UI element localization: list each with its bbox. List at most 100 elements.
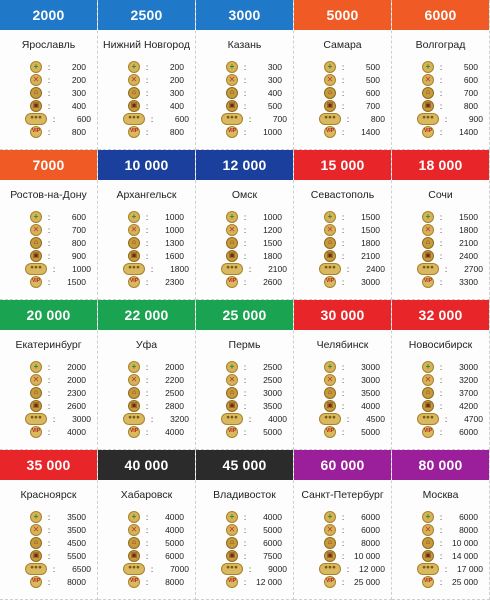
plus-icon: + bbox=[422, 210, 434, 223]
property-card[interactable]: 22 000 Уфа +:2000 ✕:2200 ⌂:2500 ▣:2800 ●●●:320… bbox=[98, 300, 196, 450]
property-card[interactable]: 3000 Казань +:300 ✕:300 ⌂:400 ▣:500 ●●●:700 VIP… bbox=[196, 0, 294, 150]
property-card[interactable]: 12 000 Омск +:1000 ✕:1200 ⌂:1500 ▣:1800 ●●●:21… bbox=[196, 150, 294, 300]
rent-value: 2100 bbox=[268, 263, 287, 274]
plus-icon: + bbox=[422, 510, 434, 523]
rent-value: 2700 bbox=[464, 263, 483, 274]
rent-value: 12 000 bbox=[359, 563, 385, 574]
rent-row: ✕: 1500 bbox=[294, 223, 391, 236]
property-card[interactable]: 7000 Ростов-на-Дону +:600 ✕:700 ⌂:800 ▣:900 ●●… bbox=[0, 150, 98, 300]
rent-value: 1200 bbox=[263, 224, 282, 235]
rent-row: ●●●: 700 bbox=[196, 112, 293, 125]
rent-colon: : bbox=[145, 87, 149, 98]
rent-row: +: 200 bbox=[98, 60, 195, 73]
rent-row: ▣: 500 bbox=[196, 99, 293, 112]
rent-value: 3500 bbox=[361, 387, 380, 398]
rent-row: VIP: 2600 bbox=[196, 275, 293, 288]
rent-value: 3000 bbox=[361, 361, 380, 372]
house-icon: ⌂ bbox=[226, 236, 238, 249]
rent-colon: : bbox=[145, 400, 149, 411]
property-card[interactable]: 2500 Нижний Новгород +:200 ✕:200 ⌂:300 ▣:400 ●… bbox=[98, 0, 196, 150]
property-card[interactable]: 20 000 Екатеринбург +:2000 ✕:2000 ⌂:2300 ▣:26… bbox=[0, 300, 98, 450]
rent-colon: : bbox=[243, 87, 247, 98]
rent-value: 2400 bbox=[459, 250, 478, 261]
price-band: 60 000 bbox=[294, 450, 391, 480]
rent-value: 4000 bbox=[268, 413, 287, 424]
rent-row: ▣: 5500 bbox=[0, 549, 97, 562]
cross-icon: ✕ bbox=[226, 223, 238, 236]
coins-icon: ●●● bbox=[319, 562, 341, 575]
rent-value: 900 bbox=[468, 113, 483, 124]
rent-colon: : bbox=[47, 576, 51, 587]
plus-icon: + bbox=[30, 510, 42, 523]
rent-row: VIP: 1400 bbox=[294, 125, 391, 138]
cross-icon: ✕ bbox=[324, 523, 336, 536]
coins-icon: ●●● bbox=[25, 262, 47, 275]
city-name: Екатеринбург bbox=[15, 339, 82, 351]
rent-value: 400 bbox=[267, 87, 282, 98]
rent-row: ✕: 5000 bbox=[196, 523, 293, 536]
vip-icon: VIP bbox=[128, 575, 140, 588]
property-card[interactable]: 5000 Самара +:500 ✕:500 ⌂:600 ▣:700 ●●●:800 VIP… bbox=[294, 0, 392, 150]
property-card[interactable]: 15 000 Севастополь +:1500 ✕:1500 ⌂:1800 ▣:210… bbox=[294, 150, 392, 300]
rent-value: 1500 bbox=[361, 211, 380, 222]
rent-colon: : bbox=[341, 524, 345, 535]
rent-row: ▣: 4200 bbox=[392, 399, 489, 412]
rent-value: 2800 bbox=[165, 400, 184, 411]
rent-list: +:6000 ✕:8000 ⌂:10 000 ▣:14 000 ●●●:17 000 VI… bbox=[392, 510, 489, 588]
rent-colon: : bbox=[439, 374, 443, 385]
rent-colon: : bbox=[145, 426, 149, 437]
rent-colon: : bbox=[346, 563, 350, 574]
property-card[interactable]: 32 000 Новосибирск +:3000 ✕:3200 ⌂:3700 ▣:420… bbox=[392, 300, 490, 450]
rent-row: ●●●: 6500 bbox=[0, 562, 97, 575]
property-card[interactable]: 45 000 Владивосток +:4000 ✕:5000 ⌂:6000 ▣:750… bbox=[196, 450, 294, 600]
city-name: Самара bbox=[323, 39, 362, 51]
price-band: 15 000 bbox=[294, 150, 391, 180]
rent-colon: : bbox=[341, 211, 345, 222]
property-card[interactable]: 60 000 Санкт-Петербург +:6000 ✕:6000 ⌂:8000 ▣… bbox=[294, 450, 392, 600]
property-card[interactable]: 30 000 Челябинск +:3000 ✕:3000 ⌂:3500 ▣:4000 ●… bbox=[294, 300, 392, 450]
rent-value: 3700 bbox=[459, 387, 478, 398]
rent-colon: : bbox=[439, 524, 443, 535]
rent-list: +:500 ✕:600 ⌂:700 ▣:800 ●●●:900 VIP:1400 bbox=[392, 60, 489, 138]
property-card[interactable]: 6000 Волгоград +: 500 ✕: 600 ⌂: 700 ▣: 800 ●●●: 900… bbox=[392, 0, 490, 150]
property-card[interactable]: 80 000 Москва +:6000 ✕:8000 ⌂:10 000 ▣:14 000… bbox=[392, 450, 490, 600]
rent-row: +: 500 bbox=[294, 60, 391, 73]
rent-colon: : bbox=[248, 413, 252, 424]
rent-colon: : bbox=[341, 576, 345, 587]
price-band: 40 000 bbox=[98, 450, 195, 480]
coins-icon: ●●● bbox=[25, 112, 47, 125]
cross-icon: ✕ bbox=[226, 523, 238, 536]
rent-value: 500 bbox=[267, 100, 282, 111]
property-card[interactable]: 35 000 Красноярск +:3500 ✕:3500 ⌂:4500 ▣:5500… bbox=[0, 450, 98, 600]
vip-icon: VIP bbox=[30, 425, 42, 438]
property-card[interactable]: 10 000 Архангельск +:1000 ✕:1000 ⌂:1300 ▣:160… bbox=[98, 150, 196, 300]
hotel-icon: ▣ bbox=[30, 549, 42, 562]
rent-colon: : bbox=[248, 113, 252, 124]
vip-icon: VIP bbox=[422, 575, 434, 588]
rent-value: 6000 bbox=[459, 426, 478, 437]
rent-row: ▣: 1800 bbox=[196, 249, 293, 262]
coins-icon: ●●● bbox=[417, 562, 439, 575]
vip-icon: VIP bbox=[30, 575, 42, 588]
rent-colon: : bbox=[243, 550, 247, 561]
rent-value: 2000 bbox=[165, 361, 184, 372]
rent-value: 1600 bbox=[165, 250, 184, 261]
rent-row: VIP: 800 bbox=[0, 125, 97, 138]
rent-colon: : bbox=[145, 576, 149, 587]
property-card[interactable]: 2000 Ярославль +: 200 ✕: 200 ⌂: 300 ▣: 400 ●●●: 600… bbox=[0, 0, 98, 150]
rent-value: 3000 bbox=[459, 361, 478, 372]
property-card[interactable]: 25 000 Пермь +:2500 ✕:2500 ⌂:3000 ▣:3500 ●●●:4… bbox=[196, 300, 294, 450]
property-card[interactable]: 18 000 Сочи +:1500 ✕:1800 ⌂:2100 ▣:2400 ●●●:27… bbox=[392, 150, 490, 300]
rent-colon: : bbox=[341, 87, 345, 98]
property-card[interactable]: 40 000 Хабаровск +:4000 ✕:4000 ⌂:5000 ▣:6000 ●… bbox=[98, 450, 196, 600]
rent-value: 1500 bbox=[459, 211, 478, 222]
rent-colon: : bbox=[150, 413, 154, 424]
rent-colon: : bbox=[47, 276, 51, 287]
vip-icon: VIP bbox=[324, 275, 336, 288]
rent-row: VIP:25 000 bbox=[392, 575, 489, 588]
city-name: Ярославль bbox=[21, 39, 76, 51]
rent-list: +:1000 ✕:1000 ⌂:1300 ▣:1600 ●●●:1800 VIP:2300 bbox=[98, 210, 195, 288]
cards-row: 20 000 Екатеринбург +: 2000 ✕: 2000 ⌂: 2300 ▣: 26… bbox=[0, 300, 490, 450]
hotel-icon: ▣ bbox=[30, 249, 42, 262]
rent-value: 500 bbox=[463, 61, 478, 72]
